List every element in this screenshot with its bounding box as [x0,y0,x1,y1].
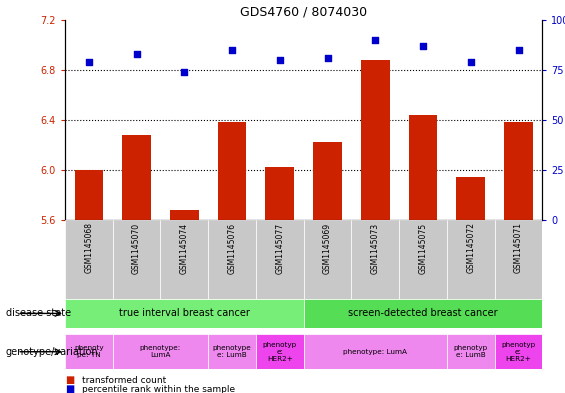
Bar [351,220,399,299]
Text: disease state: disease state [6,309,71,318]
Bar [65,299,304,328]
Bar [304,334,447,369]
Bar [399,220,447,299]
Text: GSM1145068: GSM1145068 [84,222,93,274]
Bar [208,220,256,299]
Point [466,59,475,65]
Bar [495,220,542,299]
Text: GSM1145072: GSM1145072 [466,222,475,274]
Bar [208,334,256,369]
Text: GSM1145069: GSM1145069 [323,222,332,274]
Text: GSM1145074: GSM1145074 [180,222,189,274]
Bar [113,334,208,369]
Text: GSM1145077: GSM1145077 [275,222,284,274]
Text: GSM1145075: GSM1145075 [419,222,428,274]
Text: ■: ■ [65,384,74,393]
Text: phenotype
e: LumB: phenotype e: LumB [212,345,251,358]
Text: percentile rank within the sample: percentile rank within the sample [82,385,235,393]
Bar [495,334,542,369]
Text: GSM1145070: GSM1145070 [132,222,141,274]
Bar [75,170,103,220]
Text: phenotype:
LumA: phenotype: LumA [140,345,181,358]
Bar [256,334,304,369]
Bar [313,142,342,220]
Bar [457,178,485,220]
Point [371,37,380,43]
Bar [447,220,495,299]
Bar [256,220,304,299]
Bar [504,122,533,220]
Bar [113,220,160,299]
Bar [122,135,151,220]
Point [132,51,141,57]
Text: true interval breast cancer: true interval breast cancer [119,309,250,318]
Text: phenotype: LumA: phenotype: LumA [344,349,407,355]
Bar [361,60,390,220]
Point [275,57,284,63]
Bar [447,334,495,369]
Text: ■: ■ [65,375,74,385]
Bar [218,122,246,220]
Text: screen-detected breast cancer: screen-detected breast cancer [348,309,498,318]
Bar [160,220,208,299]
Bar [65,334,113,369]
Bar [408,115,437,220]
Text: phenotyp
e:
HER2+: phenotyp e: HER2+ [263,342,297,362]
Bar [304,220,351,299]
Point [180,69,189,75]
Point [419,42,428,49]
Point [228,47,237,53]
Text: phenotyp
e: LumB: phenotyp e: LumB [454,345,488,358]
Text: transformed count: transformed count [82,376,166,384]
Text: GSM1145076: GSM1145076 [228,222,237,274]
Point [84,59,93,65]
Text: phenotyp
e:
HER2+: phenotyp e: HER2+ [501,342,536,362]
Text: phenoty
pe: TN: phenoty pe: TN [74,345,103,358]
Text: genotype/variation: genotype/variation [6,347,98,357]
Text: GSM1145071: GSM1145071 [514,222,523,274]
Text: GSM1145073: GSM1145073 [371,222,380,274]
Point [514,47,523,53]
Point [323,55,332,61]
Title: GDS4760 / 8074030: GDS4760 / 8074030 [240,6,367,18]
Bar [65,220,113,299]
Bar [170,210,199,220]
Bar [304,299,542,328]
Bar [266,167,294,220]
